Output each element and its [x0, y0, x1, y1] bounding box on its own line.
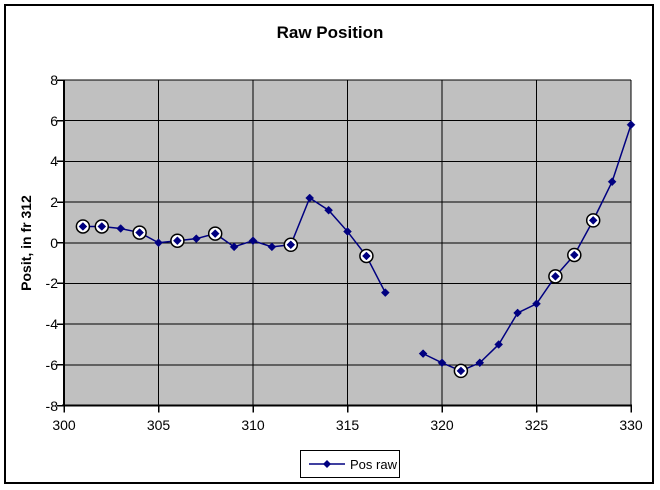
y-tick-label: 6	[50, 112, 58, 129]
diamond-marker	[626, 120, 636, 130]
diamond-marker	[286, 240, 296, 250]
diamond-marker	[210, 229, 220, 238]
chart-title: Raw Position	[276, 23, 384, 42]
legend-label: Pos raw	[350, 456, 397, 472]
legend: Pos raw	[300, 450, 400, 478]
diamond-marker	[475, 358, 485, 368]
diamond-marker	[135, 228, 144, 237]
diamond-marker	[456, 366, 466, 376]
diamond-marker	[343, 227, 352, 236]
diamond-marker	[324, 205, 333, 215]
diamond-marker	[229, 242, 239, 252]
diamond-marker	[248, 236, 258, 246]
y-tick-label: -4	[45, 316, 58, 333]
diamond-marker	[97, 222, 107, 231]
y-tick-label: -2	[45, 275, 58, 292]
y-tick-label: 2	[50, 194, 58, 211]
diamond-marker	[437, 358, 447, 368]
legend-series-marker-icon	[309, 460, 345, 468]
diamond-marker	[362, 251, 371, 261]
diamond-marker	[607, 177, 617, 187]
diamond-marker	[173, 236, 182, 246]
diamond-marker	[78, 222, 88, 231]
diamond-marker	[305, 193, 315, 203]
diamond-marker	[191, 234, 201, 244]
y-tick-label: 4	[50, 153, 58, 170]
x-tick-label: 330	[619, 417, 643, 433]
diamond-marker	[513, 308, 522, 318]
y-tick-label: -8	[45, 397, 58, 414]
diamond-marker	[551, 271, 560, 281]
x-tick-label: 300	[52, 417, 76, 433]
diamond-marker	[267, 242, 277, 252]
x-tick-label: 310	[241, 417, 265, 433]
diamond-marker	[116, 224, 126, 233]
diamond-marker	[494, 340, 504, 349]
x-tick-label: 320	[430, 417, 454, 433]
y-tick-label: 8	[50, 72, 58, 88]
y-tick-label: 0	[50, 234, 58, 251]
diamond-marker	[588, 216, 598, 225]
x-tick-label: 315	[335, 417, 360, 433]
x-tick-label: 305	[146, 417, 171, 433]
diamond-marker	[154, 238, 163, 248]
x-tick-label: 325	[524, 417, 549, 433]
diamond-marker	[380, 288, 390, 297]
diamond-marker	[418, 349, 428, 358]
diamond-marker	[532, 299, 541, 309]
y-tick-label: -6	[45, 356, 58, 373]
diamond-marker	[569, 250, 579, 260]
